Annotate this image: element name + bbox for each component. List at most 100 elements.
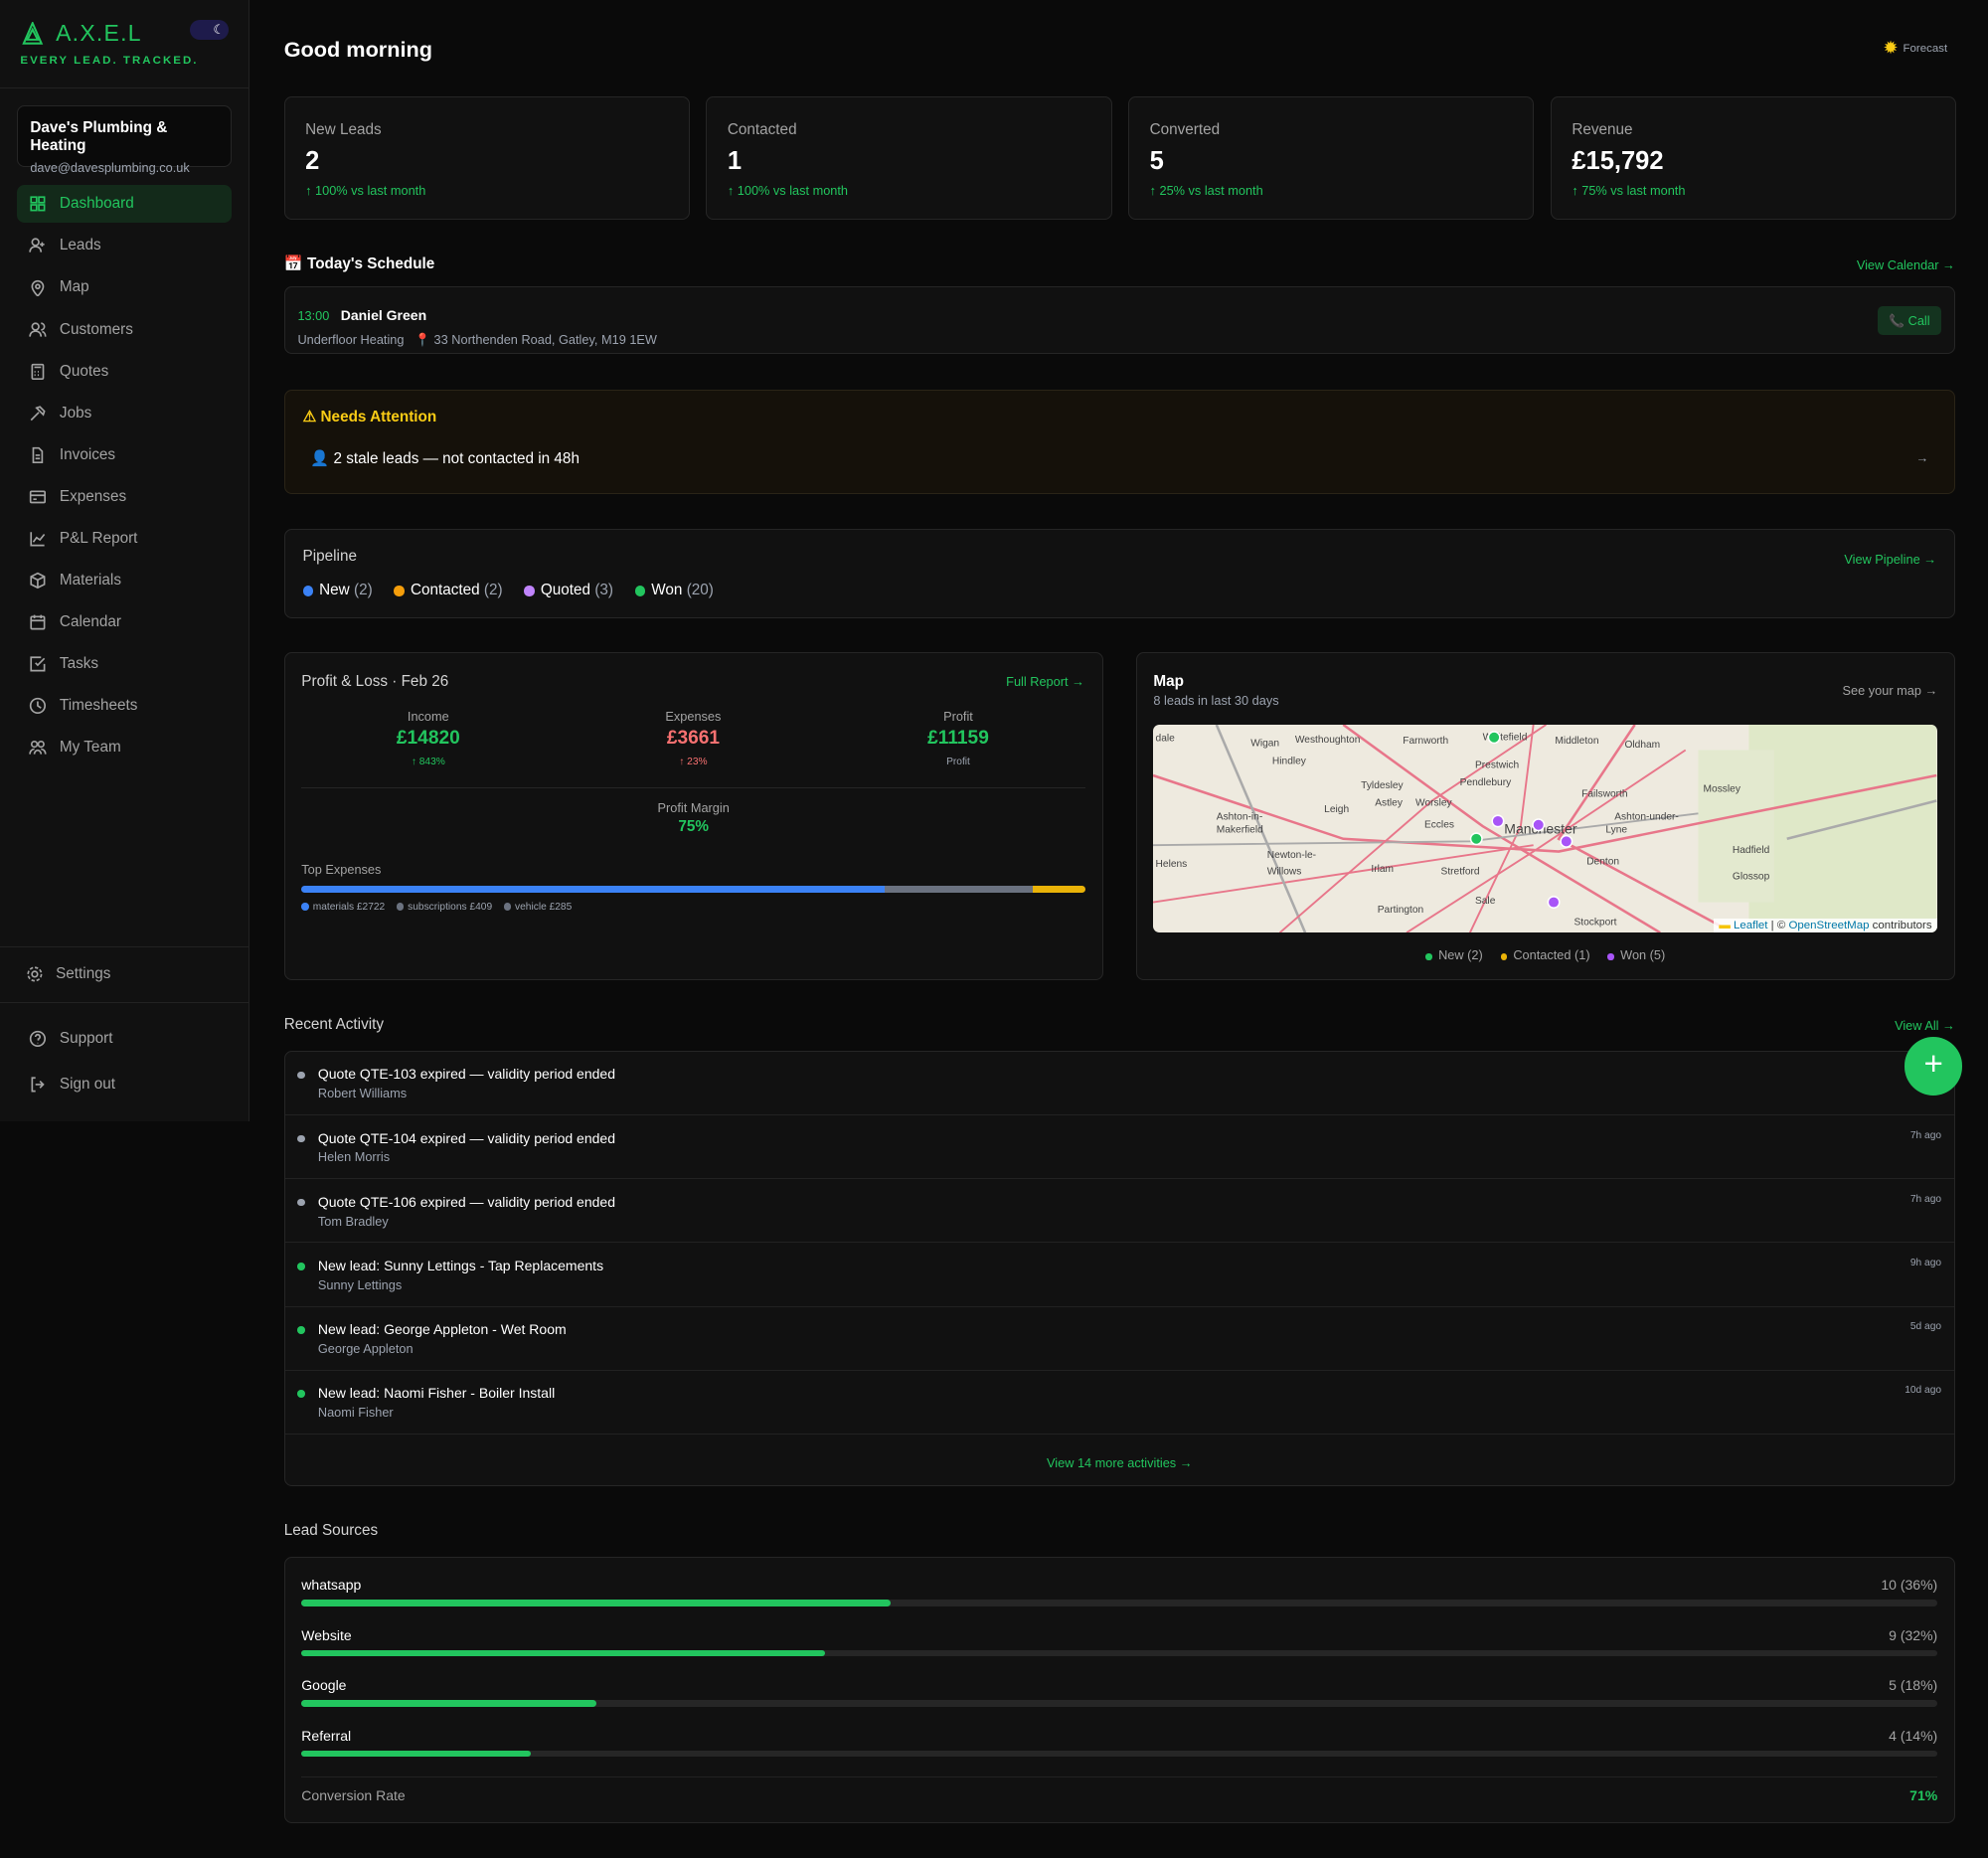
sidebar-item-materials[interactable]: Materials bbox=[17, 562, 233, 599]
lead-source-referral: Referral4 (14%) bbox=[301, 1728, 1937, 1766]
activity-item[interactable]: Quote QTE-106 expired — validity period … bbox=[285, 1180, 1954, 1244]
activity-title: New lead: George Appleton - Wet Room bbox=[318, 1321, 1921, 1337]
forecast-button[interactable]: ✹ Forecast bbox=[1883, 38, 1947, 59]
nav-label: Calendar bbox=[60, 613, 121, 631]
theme-toggle[interactable]: ☾ bbox=[190, 20, 228, 39]
brand-tagline: EVERY LEAD. TRACKED. bbox=[20, 55, 198, 67]
map-place-label: Glossop bbox=[1733, 872, 1770, 883]
sidebar-item-quotes[interactable]: Quotes bbox=[17, 352, 233, 390]
activity-time: 7h ago bbox=[1910, 1130, 1941, 1141]
sidebar-item-dashboard[interactable]: Dashboard bbox=[17, 185, 233, 223]
help-circle-icon bbox=[29, 1030, 47, 1048]
map-place-label: Lyne bbox=[1606, 825, 1628, 836]
schedule-item[interactable]: 13:00 Daniel Green Underfloor Heating 📍 … bbox=[284, 286, 1955, 354]
source-bar-fill bbox=[301, 1600, 891, 1605]
profit-sub: Profit bbox=[831, 757, 1084, 767]
map-marker bbox=[1489, 732, 1500, 743]
leaflet-link[interactable]: Leaflet bbox=[1734, 920, 1767, 931]
map-place-label: Denton bbox=[1587, 857, 1620, 868]
expenses-value: £3661 bbox=[567, 728, 820, 750]
profit-value: £11159 bbox=[831, 728, 1084, 750]
needs-attention-card: ⚠ Needs Attention 👤 2 stale leads — not … bbox=[284, 390, 1955, 495]
status-dot bbox=[297, 1072, 305, 1080]
sidebar-item-support[interactable]: Support bbox=[17, 1020, 113, 1058]
schedule-name: Daniel Green bbox=[341, 307, 426, 323]
margin-value: 75% bbox=[285, 818, 1102, 836]
map-subtitle: 8 leads in last 30 days bbox=[1153, 693, 1278, 708]
pipeline-stage-contacted[interactable]: Contacted (2) bbox=[394, 582, 502, 599]
sidebar-item-invoices[interactable]: Invoices bbox=[17, 436, 233, 474]
activity-sub: Tom Bradley bbox=[318, 1214, 1921, 1229]
nav-label: Map bbox=[60, 278, 89, 296]
call-button[interactable]: 📞 Call bbox=[1878, 306, 1941, 335]
arrow-right-icon[interactable]: → bbox=[1916, 450, 1929, 465]
map-place-label: Mossley bbox=[1704, 784, 1741, 795]
expense-segment-other bbox=[1033, 886, 1085, 892]
sidebar-item-expenses[interactable]: Expenses bbox=[17, 478, 233, 516]
activity-time: 10d ago bbox=[1905, 1385, 1941, 1396]
activity-time: 9h ago bbox=[1910, 1258, 1941, 1268]
status-dot bbox=[394, 586, 404, 595]
view-all-link[interactable]: View All → bbox=[1895, 1018, 1955, 1033]
activity-item[interactable]: Quote QTE-104 expired — validity period … bbox=[285, 1116, 1954, 1180]
sidebar-item-jobs[interactable]: Jobs bbox=[17, 395, 233, 432]
sidebar-item-timesheets[interactable]: Timesheets bbox=[17, 687, 233, 725]
map-marker bbox=[1533, 819, 1544, 830]
status-dot bbox=[303, 586, 313, 595]
map-place-label: Eccles bbox=[1424, 820, 1454, 831]
osm-link[interactable]: OpenStreetMap bbox=[1788, 920, 1869, 931]
status-dot bbox=[297, 1199, 305, 1207]
sidebar-item-leads[interactable]: Leads bbox=[17, 227, 233, 264]
pipeline-stage-new[interactable]: New (2) bbox=[303, 582, 373, 599]
map-marker bbox=[1493, 815, 1504, 826]
activity-item[interactable]: New lead: George Appleton - Wet RoomGeor… bbox=[285, 1307, 1954, 1371]
map-place-label: Willows bbox=[1267, 867, 1302, 878]
profit-label: Profit bbox=[831, 709, 1084, 724]
nav-label: Invoices bbox=[60, 446, 115, 464]
sidebar-item-my-team[interactable]: My Team bbox=[17, 729, 233, 766]
pipeline-stage-quoted[interactable]: Quoted (3) bbox=[524, 582, 613, 599]
sidebar-item-p-l-report[interactable]: P&L Report bbox=[17, 520, 233, 558]
expense-segment bbox=[885, 886, 972, 892]
attention-title: ⚠ Needs Attention bbox=[303, 408, 1936, 426]
see-map-link[interactable]: See your map → bbox=[1843, 683, 1938, 698]
pipeline-stage-won[interactable]: Won (20) bbox=[635, 582, 714, 599]
expense-legend-item: materials £2722 bbox=[301, 902, 385, 913]
logo[interactable]: A.X.E.L EVERY LEAD. TRACKED. bbox=[20, 20, 198, 67]
sidebar-item-signout[interactable]: Sign out bbox=[17, 1065, 115, 1102]
source-count: 4 (14%) bbox=[1889, 1728, 1937, 1744]
account-card[interactable]: Dave's Plumbing & Heating dave@davesplum… bbox=[17, 105, 233, 167]
divider bbox=[0, 1002, 248, 1003]
sidebar-item-customers[interactable]: Customers bbox=[17, 310, 233, 348]
sun-icon: ✹ bbox=[1883, 38, 1898, 59]
hammer-icon bbox=[29, 405, 47, 422]
map-place-label: Prestwich bbox=[1475, 760, 1519, 771]
source-bar bbox=[301, 1700, 1937, 1706]
signout-label: Sign out bbox=[60, 1076, 115, 1094]
activity-item[interactable]: New lead: Sunny Lettings - Tap Replaceme… bbox=[285, 1244, 1954, 1307]
chart-icon bbox=[29, 530, 47, 548]
map-view[interactable]: daleWiganWesthoughtonFarnworthWhitefield… bbox=[1153, 725, 1936, 932]
divider bbox=[0, 87, 248, 88]
activity-sub: Naomi Fisher bbox=[318, 1405, 1921, 1420]
activity-item[interactable]: New lead: Naomi Fisher - Boiler InstallN… bbox=[285, 1371, 1954, 1435]
activity-item[interactable]: Quote QTE-103 expired — validity period … bbox=[285, 1052, 1954, 1115]
map-legend-item: Won (5) bbox=[1607, 947, 1665, 962]
view-pipeline-link[interactable]: View Pipeline → bbox=[1844, 552, 1936, 567]
sidebar-item-tasks[interactable]: Tasks bbox=[17, 645, 233, 683]
forecast-label: Forecast bbox=[1904, 43, 1948, 55]
schedule-address: 📍 33 Northenden Road, Gatley, M19 1EW bbox=[414, 332, 657, 347]
sidebar-item-calendar[interactable]: Calendar bbox=[17, 603, 233, 641]
income-change: ↑ 843% bbox=[301, 757, 555, 767]
view-more-activities[interactable]: View 14 more activities → bbox=[285, 1455, 1954, 1470]
stale-leads-item[interactable]: 👤 2 stale leads — not contacted in 48h bbox=[303, 449, 1936, 468]
box-icon bbox=[29, 572, 47, 590]
full-report-link[interactable]: Full Report → bbox=[1006, 674, 1084, 689]
pipeline-title: Pipeline bbox=[303, 548, 1936, 566]
view-calendar-link[interactable]: View Calendar → bbox=[1857, 257, 1955, 272]
add-fab-button[interactable]: + bbox=[1905, 1037, 1963, 1096]
sidebar-item-map[interactable]: Map bbox=[17, 268, 233, 306]
source-name: Referral bbox=[301, 1728, 1937, 1744]
income-label: Income bbox=[301, 709, 555, 724]
sidebar-item-settings[interactable]: Settings bbox=[13, 954, 111, 992]
